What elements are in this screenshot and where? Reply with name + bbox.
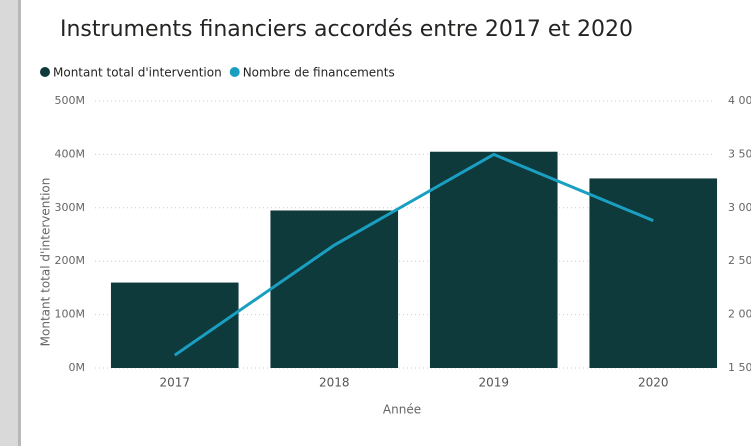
legend-marker [40, 67, 50, 77]
legend-label: Nombre de financements [243, 66, 395, 80]
y2-tick-label: 1 500 [728, 361, 751, 374]
x-tick-label: 2017 [159, 376, 190, 390]
side-border [18, 0, 21, 446]
y-tick-label: 0M [69, 361, 86, 374]
y2-tick-label: 3 500 [728, 147, 751, 160]
chart-title: Instruments financiers accordés entre 20… [60, 17, 633, 42]
bar [429, 151, 558, 368]
y2-tick-label: 2 000 [728, 308, 751, 321]
line [173, 152, 654, 357]
y-tick-label: 400M [55, 147, 86, 160]
y2-tick-label: 3 000 [728, 201, 751, 214]
x-tick-label: 2020 [638, 376, 669, 390]
legend-marker [229, 67, 240, 77]
y2-tick-label: 2 500 [728, 254, 751, 267]
bar [589, 178, 718, 368]
y-tick-label: 500M [55, 94, 86, 107]
y-tick-label: 100M [55, 308, 86, 321]
y-axis-title: Montant total d'intervention [39, 178, 53, 347]
y2-tick-label: 4 000 [728, 94, 751, 107]
y-tick-label: 300M [55, 201, 86, 214]
x-tick-label: 2018 [319, 376, 350, 390]
legend-label: Montant total d'intervention [53, 66, 222, 80]
side-strip [0, 0, 18, 446]
x-axis-title: Année [383, 403, 421, 417]
x-tick-label: 2019 [478, 376, 509, 390]
y-tick-label: 200M [55, 254, 86, 267]
bar [270, 210, 399, 368]
